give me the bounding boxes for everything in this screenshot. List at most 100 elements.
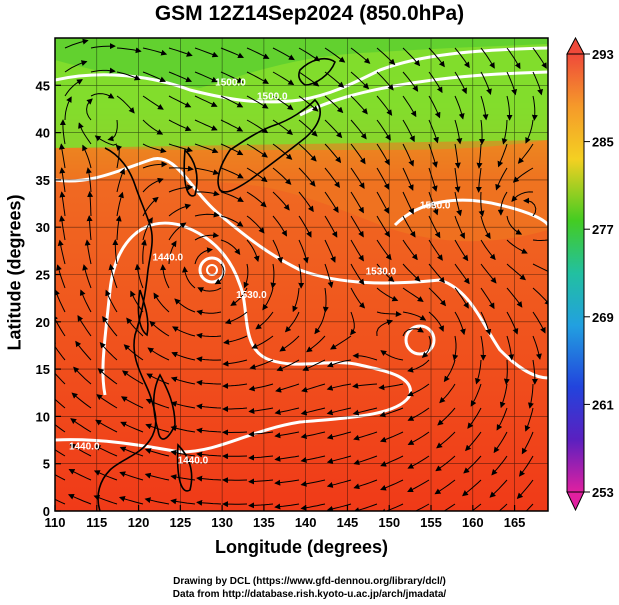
streamline: [64, 38, 89, 49]
streamline: [220, 47, 245, 59]
streamline: [428, 119, 439, 144]
contour-label: 1440.0: [178, 456, 209, 467]
streamline: [64, 60, 88, 73]
streamline: [298, 119, 318, 137]
streamline: [214, 263, 225, 285]
streamline: [272, 239, 283, 264]
streamline: [434, 479, 456, 495]
streamline: [196, 427, 222, 434]
streamline: [324, 119, 343, 139]
streamline: [402, 263, 421, 282]
streamline: [71, 392, 92, 409]
streamline: [495, 167, 508, 191]
streamline: [376, 119, 391, 141]
streamline: [274, 503, 300, 510]
streamline: [194, 47, 219, 58]
streamline: [462, 479, 482, 497]
y-tick-label: 25: [36, 268, 50, 283]
streamline: [274, 479, 300, 486]
streamline: [134, 263, 144, 289]
streamline: [532, 47, 547, 69]
streamline: [97, 368, 118, 385]
streamline: [105, 289, 118, 313]
streamline: [402, 71, 419, 92]
streamline: [322, 287, 329, 313]
streamline: [298, 95, 319, 112]
streamline: [478, 191, 485, 217]
wind-streamlines: [55, 38, 548, 511]
streamline: [276, 359, 300, 372]
streamline: [64, 79, 83, 97]
streamline: [119, 471, 144, 481]
colorbar-max-triangle: [566, 36, 585, 55]
streamline: [55, 474, 66, 481]
streamline: [130, 290, 144, 313]
streamline: [407, 383, 430, 397]
streamline: [380, 455, 404, 467]
streamline: [532, 335, 542, 360]
x-tick-label: 115: [86, 515, 107, 530]
streamline: [220, 95, 244, 108]
streamline: [196, 499, 222, 506]
latitude-axis: 0 5 10 15 20 25 30 35 40 45: [36, 78, 61, 519]
streamline: [168, 222, 187, 241]
streamline: [246, 95, 269, 109]
streamline: [243, 263, 250, 289]
x-tick-label: 120: [128, 515, 150, 530]
streamline: [523, 197, 537, 217]
streamline: [324, 191, 339, 213]
streamline: [168, 203, 192, 217]
streamline: [222, 359, 248, 367]
streamline: [121, 370, 144, 385]
streamline: [174, 298, 196, 313]
streamline: [73, 366, 92, 385]
streamline: [350, 143, 366, 165]
streamline: [194, 247, 213, 265]
streamline: [246, 239, 260, 263]
streamline: [115, 215, 122, 241]
streamline: [272, 71, 295, 86]
streamline: [116, 47, 142, 54]
y-tick-label: 5: [43, 457, 50, 472]
streamline: [196, 356, 222, 363]
streamline: [196, 332, 222, 339]
streamline: [407, 431, 430, 445]
streamline: [379, 407, 404, 418]
streamline: [376, 311, 402, 318]
streamline: [55, 339, 66, 361]
streamline: [70, 418, 92, 433]
streamline: [480, 239, 496, 261]
streamline: [402, 119, 415, 143]
streamline: [298, 191, 314, 213]
streamline: [298, 239, 309, 264]
streamline: [274, 431, 300, 439]
streamline: [454, 191, 462, 217]
streamline: [428, 143, 438, 168]
streamline: [407, 479, 430, 493]
streamline: [107, 119, 118, 142]
streamline: [86, 98, 93, 121]
colorbar-ticks: 293 285 277 269 261 253: [584, 47, 614, 500]
streamline: [90, 43, 116, 50]
streamline: [194, 119, 218, 131]
streamline: [324, 167, 340, 189]
streamline: [406, 503, 430, 511]
warm-air-region: [55, 140, 548, 242]
x-tick-label: 145: [337, 515, 359, 530]
streamline: [350, 95, 368, 115]
credit-data-source: Data from http://database.rish.kyoto-u.a…: [172, 589, 447, 600]
streamline: [220, 215, 244, 227]
streamline: [402, 326, 424, 337]
y-axis-label: Latitude (degrees): [4, 194, 25, 351]
streamline: [168, 165, 194, 172]
streamline: [428, 215, 441, 239]
contour-label: 1440.0: [69, 442, 100, 453]
streamline: [272, 167, 292, 185]
streamline: [194, 232, 220, 241]
streamline: [454, 311, 466, 336]
streamline: [220, 119, 244, 132]
y-tick-label: 30: [36, 220, 50, 235]
streamline: [222, 406, 248, 412]
streamline: [437, 407, 456, 426]
streamline: [144, 448, 170, 457]
